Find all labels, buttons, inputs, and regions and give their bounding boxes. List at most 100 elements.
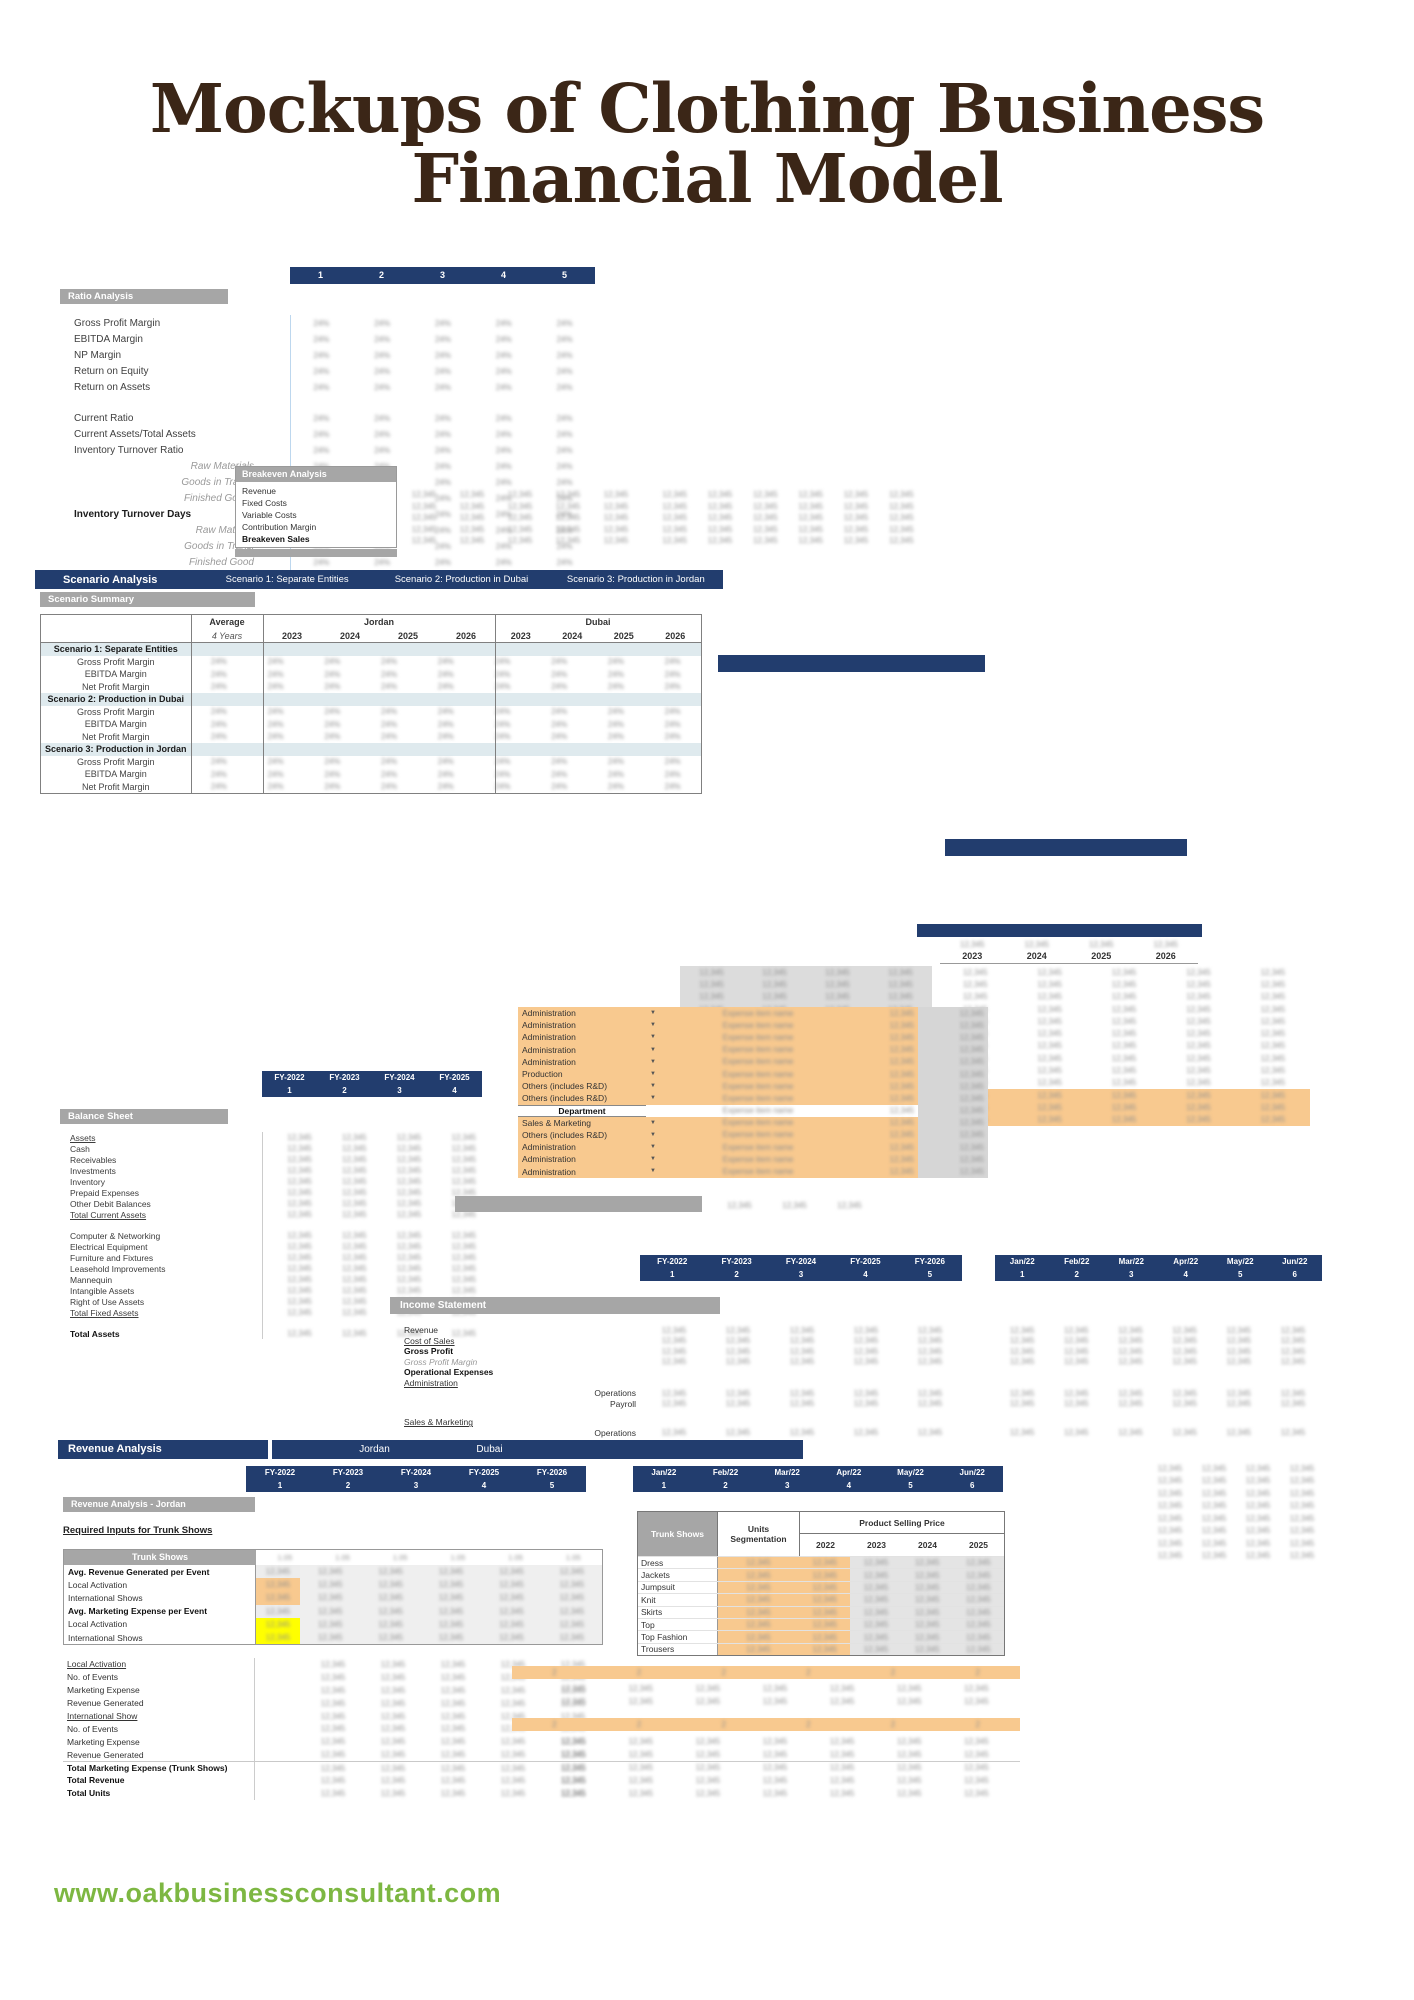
blurred-value: 12,345 [378, 1593, 403, 1603]
blurred-value: 24% [556, 493, 573, 503]
blurred-value: 12,345 [1186, 1090, 1211, 1100]
row-label: Local Activation [64, 1578, 256, 1592]
blurred-value: 12,345 [380, 1775, 406, 1785]
price-cell: 12,345 [850, 1581, 902, 1594]
blurred-value: 24% [313, 429, 330, 439]
row-values: 12,345 12,345 12,345 12,345 [262, 1274, 482, 1285]
blurred-value: 12,345 [897, 1697, 922, 1706]
blurred-value: 12,345 [917, 1346, 943, 1356]
fy-values: 12,345 12,345 12,345 12,345 12,345 [642, 1428, 962, 1437]
blurred-value: 12,345 [559, 1567, 585, 1577]
gray-amount-cell: 12,345 [918, 1067, 988, 1081]
blurred-value: 12,345 [265, 1606, 291, 1616]
blurred-value: 24% [324, 707, 341, 717]
row-label: Gross Profit [404, 1346, 454, 1357]
blurred-value: 24% [495, 541, 512, 551]
blurred-value: 12,345 [411, 490, 437, 500]
blurred-value: 24% [437, 719, 454, 729]
blurred-value: 2 [721, 1720, 726, 1729]
blurred-value: 12,345 [559, 1593, 585, 1603]
row-label: International Shows [64, 1591, 256, 1605]
blurred-value: 24% [556, 382, 573, 392]
blurred-row: 12,345 12,345 12,345 12,345 12,345 12,345 12,3… [540, 1748, 1010, 1761]
blurred-value: 24% [664, 769, 681, 779]
units-cell: 12,345 [717, 1569, 800, 1581]
blurred-value: 12,345 [843, 490, 869, 500]
blurred-value: 12,345 [380, 1672, 406, 1682]
year-header: 2025 [969, 1540, 988, 1550]
input-highlight-cell: 12,345 [256, 1630, 300, 1645]
blurred-value: 12,345 [603, 501, 629, 511]
balance-sheet-rows: Assets 12,345 12,345 12,345 12,345 Cash 12,… [60, 1132, 482, 1339]
row-label: Avg. Marketing Expense per Event [64, 1604, 256, 1618]
month-values: 12,345 12,345 12,345 12,345 12,345 12,345 [995, 1326, 1320, 1335]
blurred-value: 12,345 [1089, 939, 1114, 949]
month-label-row: Jan/22 Feb/22 Mar/22 Apr/22 May/22 Jun/22 [995, 1255, 1322, 1268]
blurred-value: 24% [267, 707, 284, 717]
blurred-value: 12,345 [1157, 1513, 1183, 1523]
blurred-row: 12,345 12,345 12,345 12,345 12,345 12,345 12,3… [540, 1695, 1010, 1708]
row-label: Inventory Turnover Ratio [74, 444, 184, 456]
fy-number: 3 [397, 1086, 402, 1095]
blurred-value: 12,345 [507, 524, 533, 534]
blurred-value: 12,345 [863, 1570, 889, 1580]
blurred-value: 12,345 [789, 1336, 815, 1346]
blurred-value: 24% [494, 719, 511, 729]
department-label: Administration [518, 1055, 646, 1068]
blurred-value: 12,345 [812, 1620, 837, 1630]
units-cell: 12,345 [717, 1643, 800, 1656]
blurred-value: 12,345 [378, 1633, 403, 1643]
expense-description-cell: Expense item name [660, 1141, 856, 1154]
fy-number-row: 1 2 3 4 [262, 1084, 482, 1097]
blurred-value: 12,345 [798, 490, 823, 500]
year-header: 2026 [1155, 951, 1176, 961]
ratio-row: EBITDA Margin 24% 24% 24% 24% 24% [60, 331, 660, 347]
blurred-value: 12,345 [396, 1329, 422, 1338]
blurred-value: Expense item name [722, 1008, 794, 1018]
blurred-value: 12,345 [320, 1763, 346, 1773]
row-values: 12,345 12,345 12,345 12,345 12,345 [303, 1764, 603, 1773]
blurred-value: 12,345 [897, 1776, 922, 1785]
gray-amount-cell: 12,345 [918, 1128, 988, 1142]
department-label: Others (includes R&D) [518, 1080, 646, 1093]
blurred-value: 12,345 [746, 1570, 771, 1580]
income-statement-row: Operations 12,345 12,345 12,345 12,345 12,34… [390, 1388, 1328, 1399]
blurred-value: 12,345 [1037, 1115, 1062, 1125]
row-label: Total Marketing Expense (Trunk Shows) [63, 1762, 255, 1775]
blurred-value: 24% [495, 525, 512, 535]
blurred-value: 24% [381, 669, 398, 679]
income-statement-row: Administration 12,34512,34512,34512,3451… [390, 1378, 1328, 1389]
blurred-value: 24% [434, 461, 451, 471]
blurred-value: 12,345 [746, 1607, 771, 1617]
blurred-row: 12,345 12,345 12,345 12,345 [680, 978, 932, 990]
row-values: 12,345 12,345 12,345 12,345 [262, 1154, 482, 1165]
blurred-value: 12,345 [1111, 1004, 1137, 1014]
blurred-value: 12,345 [897, 1789, 922, 1798]
dubai-label: Dubai [476, 1444, 503, 1455]
blurred-value: 12,345 [917, 1388, 943, 1398]
trunk-shows-row: Avg. Revenue Generated per Event 12,345 … [64, 1565, 602, 1579]
blurred-row: 12,345 12,345 12,345 12,345 [1148, 1537, 1324, 1550]
blurred-value: 12,345 [440, 1672, 466, 1682]
blurred-value: 12,345 [396, 1188, 422, 1197]
month-values: 12,345 12,345 12,345 12,345 12,345 12,345 [995, 1357, 1320, 1366]
fy-label: FY-2026 [914, 1257, 945, 1266]
blurred-value: 12,345 [917, 1357, 943, 1367]
units-cell: 12,345 [717, 1557, 800, 1569]
blurred-value: 12,345 [380, 1698, 406, 1708]
blurred-value: 12,345 [1037, 1041, 1062, 1051]
department-label: Administration [518, 1031, 646, 1044]
price-cell-y1: 12,345 [799, 1581, 851, 1594]
blurred-value: Expense item name [722, 1154, 794, 1164]
blurred-value: 12,345 [1172, 1325, 1197, 1335]
expense-description-cell: Expense item name [660, 1067, 856, 1081]
blurred-value: 12,345 [829, 1789, 855, 1798]
blurred-row: 12,345 12,345 12,345 12,345 12,345 [938, 991, 1310, 1003]
row-label: Gross Profit Margin [77, 656, 155, 667]
blurred-value: 12,345 [555, 524, 581, 534]
blurred-value: 12,345 [1245, 1551, 1271, 1561]
blurred-value: 12,345 [959, 1167, 984, 1177]
blurred-row: 12,345 12,345 12,345 12,345 12,345 [938, 1101, 1310, 1113]
blurred-value: 12,345 [888, 992, 913, 1002]
right-table-header-bar [917, 924, 1202, 937]
